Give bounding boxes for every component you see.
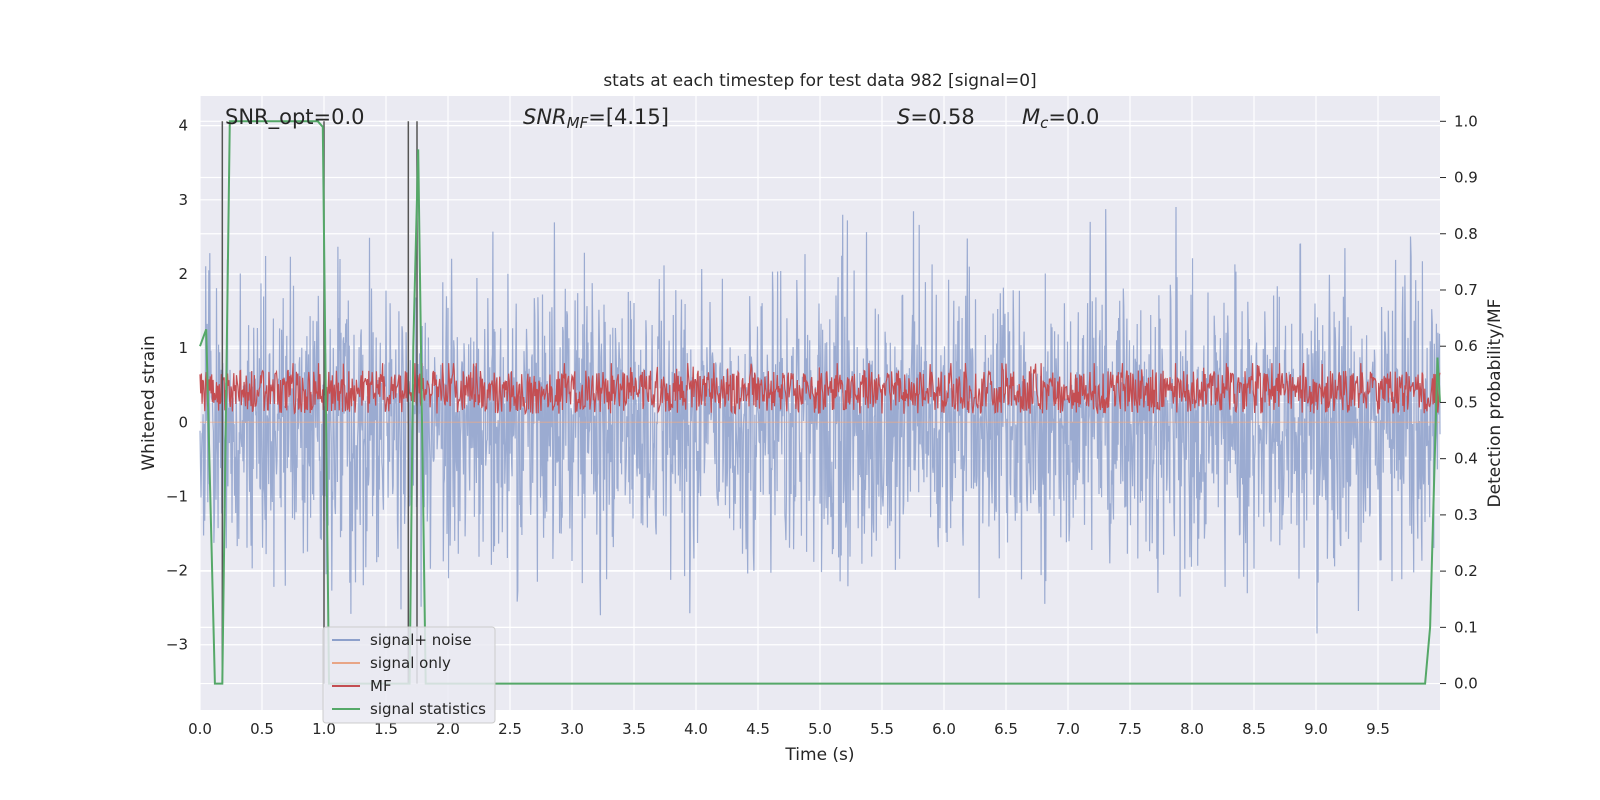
y-axis-right-ticks: 0.0 0.1 0.2 0.3 0.4 0.5 0.6 0.7 0.8 0.9 1.0 — [1440, 112, 1478, 693]
y-tick-label-right: 0.5 — [1454, 393, 1478, 411]
y-tick-label-left: −1 — [166, 487, 188, 505]
annotation-snr-mf-value: =[4.15] — [588, 105, 669, 129]
y-tick-label-right: 0.1 — [1454, 618, 1478, 636]
y-tick-label-right: 0.4 — [1454, 450, 1478, 468]
annotation-mc-value: =0.0 — [1048, 105, 1099, 129]
x-tick-label: 7.5 — [1118, 720, 1142, 738]
y-tick-label-left: 3 — [178, 191, 188, 209]
x-tick-label: 8.5 — [1242, 720, 1266, 738]
x-tick-label: 5.0 — [808, 720, 832, 738]
x-tick-label: 8.0 — [1180, 720, 1204, 738]
x-axis-label: Time (s) — [784, 745, 854, 765]
x-tick-label: 6.0 — [932, 720, 956, 738]
y-tick-label-right: 0.3 — [1454, 506, 1478, 524]
y-tick-label-left: −3 — [166, 636, 188, 654]
legend-label-signal-statistics: signal statistics — [370, 700, 486, 718]
y-tick-label-right: 0.2 — [1454, 562, 1478, 580]
annotation-snr-mf-label: SNR — [523, 105, 567, 129]
x-tick-label: 4.0 — [684, 720, 708, 738]
annotation-s-label: S — [897, 105, 910, 129]
legend-label-signal-only: signal only — [370, 654, 451, 672]
series-line-mf — [199, 363, 1441, 416]
y-tick-label-right: 0.8 — [1454, 225, 1478, 243]
y-axis-left-ticks: −3 −2 −1 0 1 2 3 4 — [166, 117, 188, 654]
x-tick-label: 4.5 — [746, 720, 770, 738]
y-tick-label-left: 0 — [178, 413, 188, 431]
legend-box — [322, 626, 496, 724]
legend-label-signal-noise: signal+ noise — [370, 631, 472, 649]
y-tick-label-left: −2 — [166, 562, 188, 580]
y-tick-label-right: 0.9 — [1454, 169, 1478, 187]
y-axis-right-label: Detection probability/MF — [1485, 299, 1505, 508]
annotation-snr-mf: SNRMF=[4.15] — [523, 105, 669, 132]
y-tick-label-right: 0.7 — [1454, 281, 1478, 299]
legend-label-mf: MF — [370, 677, 392, 695]
annotation-mc-label: M — [1022, 105, 1040, 129]
legend: signal+ noise signal only MF signal stat… — [322, 626, 496, 724]
annotation-snr-opt: SNR_opt=0.0 — [225, 105, 365, 130]
x-axis-ticks: 0.0 0.5 1.0 1.5 2.0 2.5 3.0 3.5 4.0 4.5 5.0 5.5 6.0 6… — [188, 720, 1390, 738]
y-axis-left-label: Whitened strain — [139, 335, 159, 470]
x-tick-label: 0.0 — [188, 720, 212, 738]
chart-title: stats at each timestep for test data 982… — [603, 71, 1036, 91]
x-tick-label: 5.5 — [870, 720, 894, 738]
y-tick-label-left: 1 — [178, 339, 188, 357]
x-tick-label: 3.0 — [560, 720, 584, 738]
x-tick-label: 1.0 — [312, 720, 336, 738]
y-tick-label-left: 4 — [178, 117, 188, 135]
annotation-mc-sub: c — [1040, 114, 1049, 132]
series-mf — [199, 363, 1441, 416]
x-tick-label: 9.0 — [1304, 720, 1328, 738]
x-tick-label: 6.5 — [994, 720, 1018, 738]
x-tick-label: 9.5 — [1366, 720, 1390, 738]
x-tick-label: 7.0 — [1056, 720, 1080, 738]
x-tick-label: 2.0 — [436, 720, 460, 738]
annotation-mc: Mc=0.0 — [1022, 105, 1099, 132]
annotation-snr-mf-sub: MF — [567, 114, 589, 132]
x-tick-label: 1.5 — [374, 720, 398, 738]
y-tick-label-right: 0.6 — [1454, 337, 1478, 355]
y-tick-label-left: 2 — [178, 265, 188, 283]
x-tick-label: 0.5 — [250, 720, 274, 738]
annotation-s: S=0.58 — [897, 105, 975, 129]
x-tick-label: 3.5 — [622, 720, 646, 738]
y-tick-label-right: 0.0 — [1454, 675, 1478, 693]
y-tick-label-right: 1.0 — [1454, 112, 1478, 130]
x-tick-label: 2.5 — [498, 720, 522, 738]
annotation-s-value: =0.58 — [910, 105, 974, 129]
